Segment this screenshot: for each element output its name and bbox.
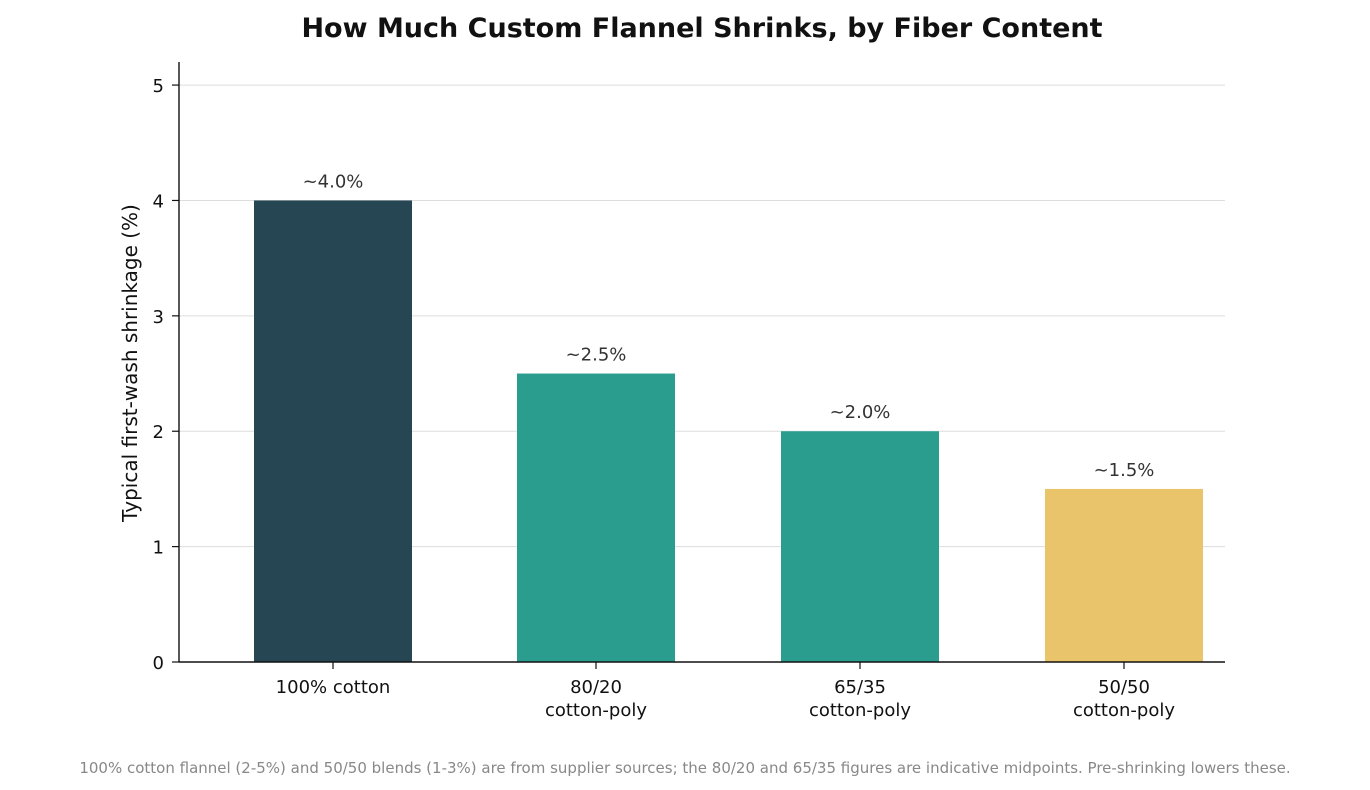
y-tick-label-4: 4: [153, 191, 164, 212]
data-labels: ~4.0% ~2.5% ~2.0% ~1.5%: [303, 171, 1155, 480]
bar-1: [517, 373, 675, 662]
bar-3: [1045, 488, 1203, 662]
y-axis-label: Typical first-wash shrinkage (%): [118, 204, 142, 523]
data-label-3: ~1.5%: [1094, 460, 1155, 481]
x-tick-label-3-1: cotton-poly: [1073, 700, 1175, 721]
x-tick-label-1-0: 80/20: [570, 677, 622, 698]
data-label-0: ~4.0%: [303, 171, 364, 192]
footnote: 100% cotton flannel (2-5%) and 50/50 ble…: [79, 759, 1290, 777]
data-label-1: ~2.5%: [566, 345, 627, 366]
y-tick-label-2: 2: [153, 422, 164, 443]
data-label-2: ~2.0%: [830, 402, 891, 423]
y-tick-label-1: 1: [153, 538, 164, 559]
y-tick-label-3: 3: [153, 307, 164, 328]
bar-0: [254, 200, 412, 662]
x-tick-label-2-1: cotton-poly: [809, 700, 911, 721]
x-tick-label-1-1: cotton-poly: [545, 700, 647, 721]
bars: [254, 200, 1203, 662]
y-tick-label-0: 0: [153, 653, 164, 674]
chart-title: How Much Custom Flannel Shrinks, by Fibe…: [301, 13, 1102, 44]
x-tick-label-0-0: 100% cotton: [276, 677, 391, 698]
x-tick-label-2-0: 65/35: [834, 677, 886, 698]
bar-2: [781, 431, 939, 662]
y-tick-label-5: 5: [153, 76, 164, 97]
x-tick-label-3-0: 50/50: [1098, 677, 1150, 698]
